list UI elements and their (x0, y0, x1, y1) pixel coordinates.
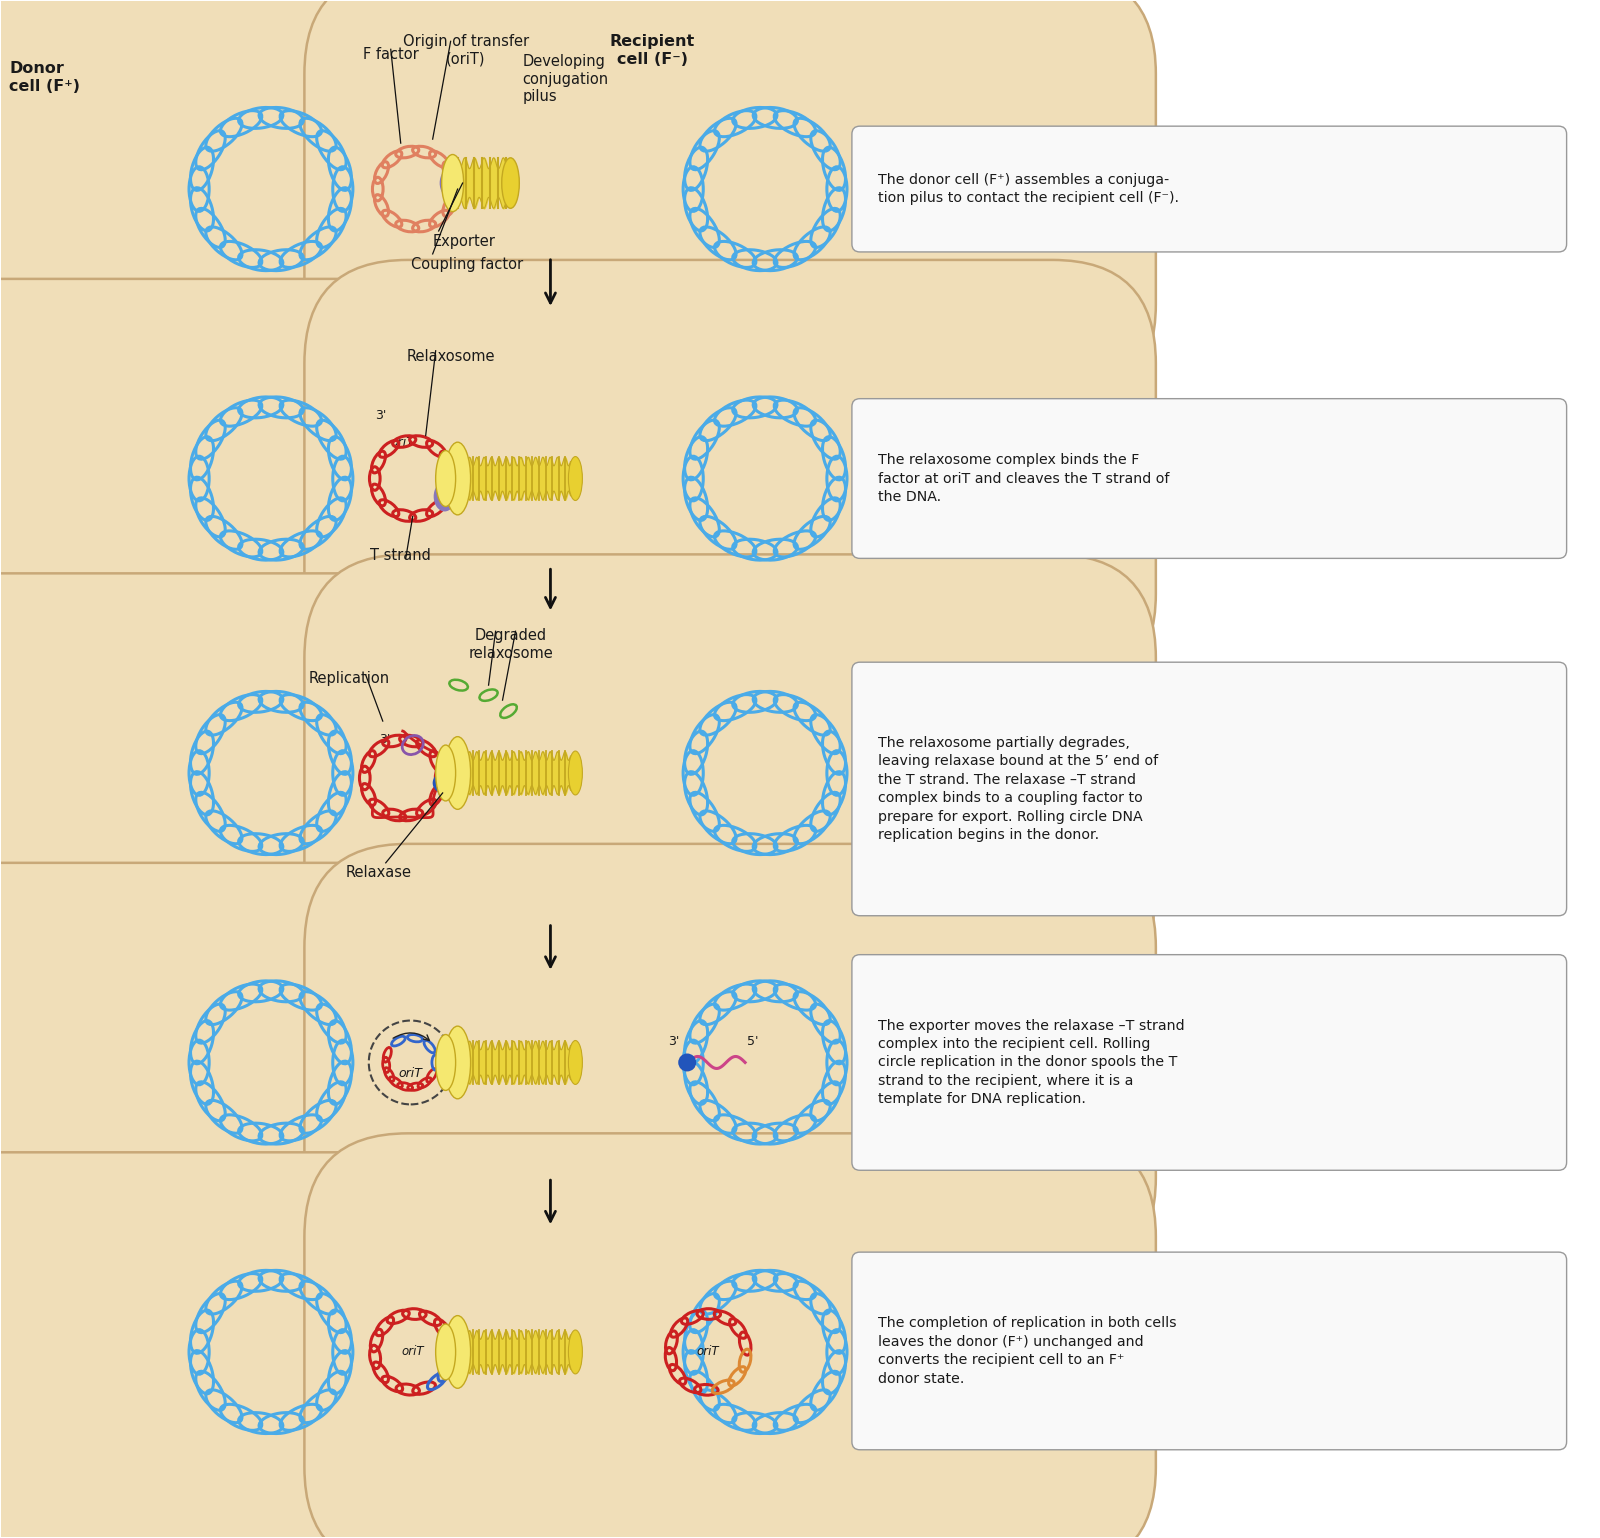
FancyBboxPatch shape (304, 1134, 1155, 1538)
Ellipse shape (445, 1315, 470, 1389)
Ellipse shape (502, 158, 520, 208)
Text: 3': 3' (374, 409, 386, 421)
FancyBboxPatch shape (851, 126, 1566, 252)
FancyBboxPatch shape (851, 1252, 1566, 1450)
FancyBboxPatch shape (304, 844, 1155, 1281)
Text: F factor: F factor (363, 48, 419, 63)
Ellipse shape (568, 751, 582, 795)
Text: The relaxosome complex binds the F
factor at oriT and cleaves the T strand of
th: The relaxosome complex binds the F facto… (878, 454, 1170, 504)
Text: 5': 5' (747, 1035, 758, 1047)
Text: oriT: oriT (398, 1067, 422, 1080)
Text: oriT: oriT (402, 1346, 424, 1358)
Ellipse shape (435, 744, 456, 801)
Ellipse shape (445, 737, 470, 809)
Circle shape (678, 1054, 696, 1072)
Ellipse shape (435, 451, 456, 506)
FancyBboxPatch shape (851, 398, 1566, 558)
Ellipse shape (442, 154, 464, 212)
Text: Relaxosome: Relaxosome (406, 349, 494, 365)
FancyBboxPatch shape (0, 0, 830, 389)
FancyBboxPatch shape (0, 1152, 830, 1538)
FancyBboxPatch shape (0, 574, 830, 972)
FancyBboxPatch shape (304, 260, 1155, 697)
Ellipse shape (568, 1330, 582, 1373)
Ellipse shape (445, 443, 470, 515)
Text: T strand: T strand (370, 549, 430, 563)
Text: Replication: Replication (309, 671, 389, 686)
Ellipse shape (440, 168, 462, 198)
Text: Relaxase: Relaxase (346, 864, 411, 880)
Text: 3': 3' (669, 1035, 680, 1047)
Ellipse shape (435, 1324, 456, 1380)
FancyBboxPatch shape (0, 863, 830, 1263)
Ellipse shape (434, 481, 456, 512)
Ellipse shape (437, 769, 459, 800)
Text: The exporter moves the relaxase –T strand
complex into the recipient cell. Rolli: The exporter moves the relaxase –T stran… (878, 1018, 1184, 1106)
Text: Developing
conjugation
pilus: Developing conjugation pilus (523, 54, 608, 105)
Circle shape (440, 468, 462, 491)
FancyBboxPatch shape (851, 955, 1566, 1170)
Ellipse shape (568, 1041, 582, 1084)
Text: Coupling factor: Coupling factor (411, 257, 523, 272)
Circle shape (432, 774, 453, 794)
Text: The relaxosome partially degrades,
leaving relaxase bound at the 5’ end of
the T: The relaxosome partially degrades, leavi… (878, 737, 1158, 841)
Ellipse shape (445, 1026, 470, 1098)
Text: oriT: oriT (390, 435, 414, 449)
Text: The donor cell (F⁺) assembles a conjuga-
tion pilus to contact the recipient cel: The donor cell (F⁺) assembles a conjuga-… (878, 172, 1179, 205)
Text: Degraded
relaxosome: Degraded relaxosome (469, 628, 554, 661)
Ellipse shape (440, 1049, 462, 1080)
FancyBboxPatch shape (0, 278, 830, 678)
FancyBboxPatch shape (851, 663, 1566, 915)
Text: Recipient
cell (F⁻): Recipient cell (F⁻) (610, 34, 694, 66)
Ellipse shape (435, 1035, 456, 1090)
Text: 5': 5' (459, 460, 470, 474)
FancyBboxPatch shape (304, 0, 1155, 408)
Text: The completion of replication in both cells
leaves the donor (F⁺) unchanged and
: The completion of replication in both ce… (878, 1317, 1176, 1386)
Text: Origin of transfer
(oriT): Origin of transfer (oriT) (403, 34, 528, 66)
Text: Donor
cell (F⁺): Donor cell (F⁺) (10, 62, 80, 94)
Ellipse shape (568, 457, 582, 500)
FancyBboxPatch shape (304, 554, 1155, 992)
Text: 5': 5' (480, 758, 493, 771)
Text: Exporter: Exporter (432, 234, 496, 249)
Text: oriT: oriT (698, 1346, 720, 1358)
Text: 3': 3' (379, 734, 390, 746)
